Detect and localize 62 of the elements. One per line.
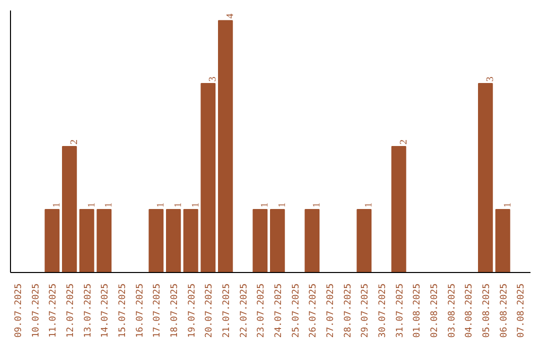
bar <box>166 209 181 272</box>
data-label: 2 <box>68 140 80 145</box>
x-tick-label: 15.07.2025 <box>118 283 128 338</box>
x-tick-label: 05.08.2025 <box>482 283 492 338</box>
x-tick-label: 25.07.2025 <box>291 283 302 338</box>
x-tick-label: 17.07.2025 <box>152 283 163 338</box>
bar <box>62 146 77 272</box>
x-tick-label: 20.07.2025 <box>204 283 215 338</box>
x-tick-label: 16.07.2025 <box>135 283 146 338</box>
bar <box>495 209 510 272</box>
x-tick-label: 23.07.2025 <box>256 283 267 338</box>
x-tick-label: 09.07.2025 <box>14 283 24 338</box>
x-tick-label: 27.07.2025 <box>326 283 336 338</box>
bar <box>183 209 198 272</box>
x-tick-label: 29.07.2025 <box>360 283 371 338</box>
data-label: 1 <box>312 202 323 208</box>
bar <box>304 209 320 272</box>
x-tick-label: 04.08.2025 <box>464 283 475 338</box>
bar <box>252 209 268 272</box>
x-tick-label: 28.07.2025 <box>343 283 354 338</box>
data-label: 4 <box>224 14 236 19</box>
x-tick-label: 18.07.2025 <box>170 283 180 338</box>
x-tick-label: 26.07.2025 <box>308 283 319 338</box>
data-label: 3 <box>484 76 496 82</box>
bar <box>96 209 112 272</box>
x-tick-label: 02.08.2025 <box>430 283 440 338</box>
bar <box>391 146 406 272</box>
x-tick-label: 21.07.2025 <box>222 283 232 338</box>
bar <box>478 83 493 272</box>
bar <box>44 209 60 272</box>
data-label: 1 <box>364 202 375 208</box>
bar <box>200 83 216 272</box>
data-label: 1 <box>276 202 288 208</box>
bar <box>356 209 372 272</box>
x-tick-label: 07.08.2025 <box>516 283 527 338</box>
x-tick-label: 31.07.2025 <box>395 283 406 338</box>
bar <box>270 209 285 272</box>
x-tick-label: 03.08.2025 <box>447 283 458 338</box>
x-tick-label: 01.08.2025 <box>412 283 423 338</box>
data-label: 1 <box>260 202 271 208</box>
data-label: 1 <box>104 202 115 208</box>
x-tick-label: 14.07.2025 <box>100 283 111 338</box>
data-label: 3 <box>208 76 219 82</box>
x-tick-label: 06.08.2025 <box>499 283 510 338</box>
data-label: 1 <box>86 202 98 208</box>
data-label: 1 <box>190 202 202 208</box>
x-tick-label: 24.07.2025 <box>274 283 284 338</box>
bar <box>148 209 164 272</box>
x-tick-label: 22.07.2025 <box>239 283 250 338</box>
data-label: 1 <box>156 202 167 208</box>
data-label: 1 <box>172 202 184 208</box>
data-label: 2 <box>398 140 410 145</box>
bar <box>79 209 94 272</box>
x-tick-label: 19.07.2025 <box>187 283 198 338</box>
x-tick-label: 10.07.2025 <box>31 283 42 338</box>
data-label: 1 <box>502 202 514 208</box>
bar <box>218 20 233 272</box>
x-tick-label: 13.07.2025 <box>83 283 94 338</box>
x-tick-label: 12.07.2025 <box>66 283 76 338</box>
data-label: 1 <box>52 202 63 208</box>
x-tick-label: 30.07.2025 <box>378 283 388 338</box>
x-tick-label: 11.07.2025 <box>48 283 59 338</box>
